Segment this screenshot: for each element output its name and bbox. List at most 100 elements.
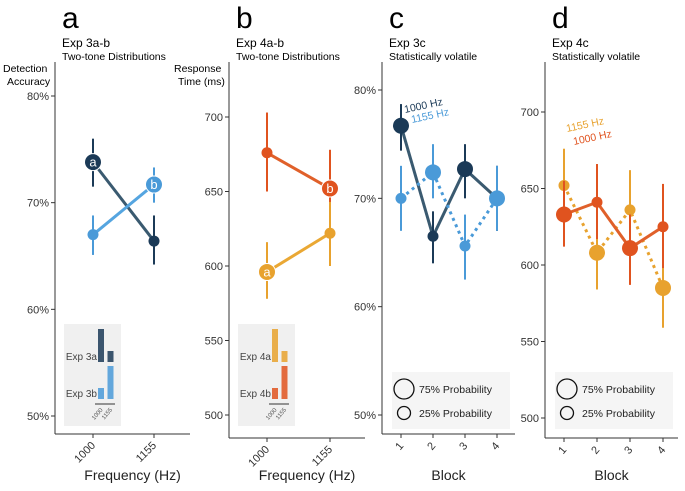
series [395, 144, 505, 280]
inset-bar [281, 366, 288, 399]
x-axis-label: Block [594, 467, 629, 483]
legend-label: 25% Probability [419, 408, 493, 420]
panel-letter: b [236, 2, 253, 35]
y-tick-label: 80% [27, 91, 49, 103]
y-tick-label: 650 [521, 184, 539, 196]
y-tick-label: 600 [205, 261, 223, 273]
panel-letter: a [62, 2, 79, 35]
point-label: b [326, 181, 333, 196]
y-tick-label: 80% [354, 85, 376, 97]
series [558, 148, 671, 328]
panel-title: Exp 3a-b [62, 36, 110, 50]
point-label: a [89, 155, 97, 170]
y-axis-label: Detection [3, 63, 48, 75]
y-tick-label: 50% [27, 411, 49, 423]
data-point [258, 262, 276, 281]
data-point [261, 147, 273, 159]
panel-title: Exp 4c [552, 36, 589, 50]
data-point [395, 192, 407, 204]
y-tick-label: 50% [354, 410, 376, 422]
series: a [84, 138, 160, 265]
panel-letter: d [552, 2, 569, 35]
inset-bar [107, 366, 114, 399]
y-tick-label: 650 [205, 187, 223, 199]
x-tick-label: 3 [457, 440, 470, 452]
inset-bar [107, 351, 114, 362]
legend-box [555, 372, 673, 429]
panel-subtitle: Two-tone Distributions [236, 51, 340, 63]
y-tick-label: 60% [354, 302, 376, 314]
x-tick-label: 4 [489, 440, 502, 452]
data-point [624, 204, 636, 216]
data-point [84, 153, 102, 172]
data-point [393, 117, 409, 134]
data-point [148, 235, 160, 247]
panel-subtitle: Statistically volatile [389, 51, 477, 63]
series-line [399, 125, 499, 241]
data-point [145, 175, 163, 194]
series [393, 104, 503, 264]
legend-label: 75% Probability [419, 384, 493, 396]
series-line [562, 184, 665, 289]
x-tick-label: 1155 [310, 444, 335, 469]
data-point [622, 240, 638, 257]
data-point [425, 164, 441, 181]
data-point [321, 179, 339, 198]
y-axis-label: Response [174, 63, 221, 75]
y-tick-label: 550 [205, 336, 223, 348]
y-tick-label: 700 [205, 112, 223, 124]
legend-symbol-small [396, 405, 412, 421]
data-point [324, 227, 336, 239]
point-label: a [263, 264, 271, 279]
x-tick-label: 1 [556, 444, 569, 456]
panel-title: Exp 3c [389, 36, 426, 50]
series: b [87, 167, 163, 255]
data-point [591, 196, 603, 208]
legend-symbol-large [556, 378, 578, 400]
y-tick-label: 600 [521, 260, 539, 272]
series: a [258, 201, 336, 299]
x-tick-label: 1155 [134, 440, 159, 465]
panel-subtitle: Two-tone Distributions [62, 51, 166, 63]
x-axis-label: Frequency (Hz) [84, 467, 180, 483]
x-tick-label: 3 [622, 444, 635, 456]
x-tick-label: 1000 [72, 440, 98, 466]
data-point [427, 230, 439, 242]
inset-bar [98, 388, 104, 399]
series [556, 164, 669, 285]
series: b [261, 112, 339, 237]
y-tick-label: 500 [521, 413, 539, 425]
panel-subtitle: Statistically volatile [552, 51, 640, 63]
y-tick-label: 700 [521, 107, 539, 119]
data-point [589, 244, 605, 261]
y-axis-label: Time (ms) [178, 76, 225, 88]
y-tick-label: 500 [205, 410, 223, 422]
inset-bar [281, 351, 288, 362]
data-point [655, 279, 671, 296]
x-tick-label: 4 [655, 444, 668, 456]
y-axis-label: Accuracy [7, 76, 51, 88]
data-point [87, 229, 99, 241]
x-axis-label: Frequency (Hz) [259, 467, 355, 483]
x-tick-label: 1 [393, 440, 406, 452]
legend-label: 25% Probability [582, 408, 656, 420]
panel-letter: c [389, 2, 404, 35]
legend-label: 75% Probability [582, 384, 656, 396]
inset-row-label: Exp 4b [240, 389, 272, 400]
panel-title: Exp 4a-b [236, 36, 284, 50]
inset-bar [272, 329, 278, 362]
legend-symbol-small [559, 405, 575, 421]
inset-bar [272, 388, 278, 399]
x-axis-label: Block [431, 467, 466, 483]
point-label: b [150, 177, 157, 192]
series-line [563, 200, 664, 251]
inset-row-label: Exp 3b [66, 389, 98, 400]
x-tick-label: 2 [425, 440, 438, 452]
inset-row-label: Exp 3a [66, 352, 98, 363]
series-line [91, 161, 156, 242]
data-point [657, 221, 669, 233]
y-tick-label: 550 [521, 337, 539, 349]
